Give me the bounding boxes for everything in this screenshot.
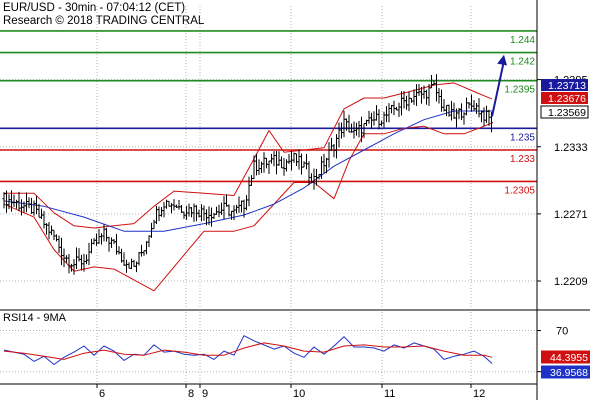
price-badge-label: 1.23676: [548, 93, 586, 105]
price-badge-label: 1.23569: [548, 107, 586, 119]
chart-title: EUR/USD - 30min - 07:04:12 (CET): [3, 2, 186, 14]
bollinger-upper-line: [4, 82, 493, 229]
rsi-badge-box: [541, 350, 590, 364]
level-label: 1.2395: [504, 85, 535, 96]
time-tick-label: 12: [473, 388, 485, 400]
target-arrow: [491, 54, 507, 117]
price-overlays: [3, 82, 493, 292]
time-tick-label: 10: [293, 388, 305, 400]
price-tick-label: 1.2271: [554, 209, 588, 221]
price-badge: 1.23569: [540, 105, 589, 119]
price-badge-box: [541, 79, 588, 91]
bollinger-lower-line: [3, 122, 493, 292]
price-badge-label: 1.23713: [548, 80, 586, 92]
price-axis: 1.23951.23331.22711.22091.237131.236761.…: [536, 0, 589, 400]
time-tick-label: 11: [384, 388, 395, 400]
price-badge-box: [541, 92, 588, 104]
level-label: 1.235: [510, 132, 535, 143]
time-tick-label: 9: [202, 388, 208, 400]
key-levels: 1.244 1.242 1.2395 1.235 1.233 1.2305: [0, 30, 537, 196]
level-label: 1.2305: [504, 185, 535, 196]
time-axis: 6 8 9 10 11 12: [0, 383, 537, 400]
arrow-head: [497, 54, 507, 66]
price-badge: 1.23713: [541, 79, 588, 92]
rsi-badge: 44.3955: [541, 350, 590, 364]
rsi-badge-label: 44.3955: [550, 352, 588, 364]
arrow-shaft: [491, 60, 505, 117]
time-tick-label: 8: [188, 388, 194, 400]
rsi-badge: 36.9568: [541, 365, 590, 379]
rsi-badge-box: [541, 365, 590, 379]
rsi-ma-line: [3, 342, 493, 360]
price-badge: 1.23676: [541, 92, 588, 105]
price-tick-label: 1.2333: [554, 142, 588, 154]
price-badge-box: [540, 105, 589, 119]
rsi-line: [3, 335, 493, 365]
rsi-tick-label: 70: [556, 326, 568, 338]
time-tick-label: 6: [99, 388, 105, 400]
rsi-title: RSI14 - 9MA: [3, 312, 67, 324]
price-bars: [2, 74, 493, 275]
price-tick-label: 1.2209: [554, 276, 588, 288]
moving-average-line: [3, 110, 492, 232]
level-label: 1.244: [510, 35, 535, 46]
price-grid: [0, 6, 537, 382]
rsi-badge-label: 36.9568: [550, 367, 588, 379]
level-label: 1.233: [510, 154, 535, 165]
level-label: 1.242: [510, 57, 535, 68]
research-credit: Research © 2018 TRADING CENTRAL: [3, 15, 205, 27]
